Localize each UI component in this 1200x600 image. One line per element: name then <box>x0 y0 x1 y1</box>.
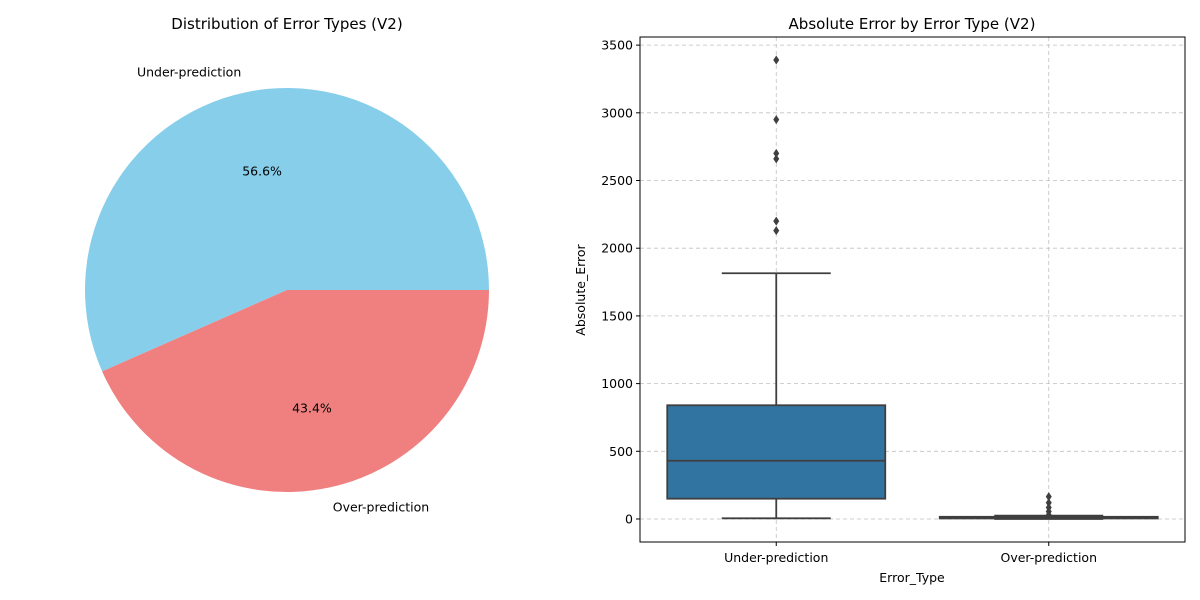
y-tick-label-6: 3000 <box>601 105 633 120</box>
outlier-point-4 <box>1045 492 1052 502</box>
boxes <box>666 55 1159 520</box>
y-tick-label-7: 3500 <box>601 38 633 53</box>
box-group-1 <box>938 492 1159 520</box>
outlier-point-2 <box>1045 502 1052 512</box>
pie-slices <box>84 87 490 492</box>
outlier-point-1 <box>773 216 780 226</box>
box-plot: Absolute Error by Error Type (V2) 0 500 10… <box>573 15 1186 585</box>
x-axis-label: Error_Type <box>879 570 945 585</box>
x-ticks: Under-prediction Over-prediction <box>724 542 1097 565</box>
iqr-box <box>666 404 887 500</box>
box-group-0 <box>666 55 887 520</box>
y-tick-label-1: 500 <box>609 444 633 459</box>
y-axis-label: Absolute_Error <box>573 243 588 335</box>
pie-slice-0 <box>84 87 489 372</box>
pie-title: Distribution of Error Types (V2) <box>171 15 402 33</box>
outlier-point-0 <box>773 226 780 236</box>
outlier-point-3 <box>773 148 780 158</box>
plot-frame <box>639 36 1186 543</box>
pie-percent-label-0: 56.6% <box>242 163 282 178</box>
outlier-point-2 <box>773 154 780 164</box>
x-tick-label-0: Under-prediction <box>724 550 828 565</box>
outlier-point-3 <box>1045 498 1052 508</box>
y-tick-label-0: 0 <box>625 511 633 526</box>
x-tick-label-1: Over-prediction <box>1001 550 1098 565</box>
y-ticks: 0 500 1000 1500 2000 2500 3000 3500 <box>601 38 640 526</box>
y-tick-label-2: 1000 <box>601 376 633 391</box>
box-title: Absolute Error by Error Type (V2) <box>789 15 1036 33</box>
y-tick-label-4: 2000 <box>601 241 633 256</box>
pie-category-label-0: Under-prediction <box>137 65 241 80</box>
pie-chart: Distribution of Error Types (V2) Under-p… <box>84 15 490 515</box>
pie-slice-1 <box>102 290 490 492</box>
pie-category-label-1: Over-prediction <box>333 499 430 514</box>
y-tick-label-5: 2500 <box>601 173 633 188</box>
pie-labels: Under-prediction 56.6% Over-prediction 43.4… <box>137 65 429 515</box>
outlier-point-4 <box>773 115 780 125</box>
pie-percent-label-1: 43.4% <box>292 401 332 416</box>
outlier-point-5 <box>773 55 780 65</box>
y-tick-label-3: 1500 <box>601 308 633 323</box>
